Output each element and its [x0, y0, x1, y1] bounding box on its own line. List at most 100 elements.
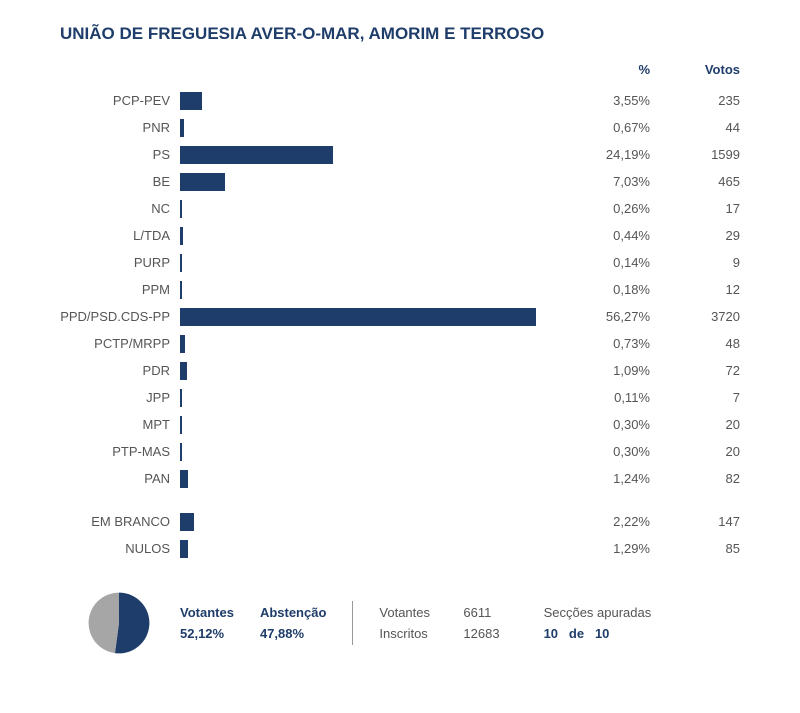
row-pct: 0,73% [560, 336, 650, 351]
table-row: PAN1,24%82 [40, 465, 760, 492]
votantes-pct: 52,12% [180, 626, 234, 641]
row-votes: 7 [650, 390, 740, 405]
sections-group: Secções apuradas 10 de 10 [544, 605, 652, 641]
row-label: PCTP/MRPP [40, 336, 180, 351]
abstencao-group: Abstenção 47,88% [260, 605, 326, 641]
table-row: PS 24,19%1599 [40, 141, 760, 168]
table-row: NC 0,26%17 [40, 195, 760, 222]
table-row: PPD/PSD.CDS-PP56,27%3720 [40, 303, 760, 330]
row-label: PTP-MAS [40, 444, 180, 459]
table-row: PCP-PEV3,55%235 [40, 87, 760, 114]
row-pct: 56,27% [560, 309, 650, 324]
row-votes: 3720 [650, 309, 740, 324]
footer-divider [352, 601, 353, 645]
bar [180, 254, 182, 272]
bar-area [180, 335, 560, 353]
row-label: PCP-PEV [40, 93, 180, 108]
bar-area [180, 146, 560, 164]
row-pct: 0,30% [560, 444, 650, 459]
bar [180, 308, 536, 326]
row-votes: 465 [650, 174, 740, 189]
column-headers: % Votos [40, 62, 760, 77]
bar [180, 335, 185, 353]
row-label: PPM [40, 282, 180, 297]
table-row: JPP0,11%7 [40, 384, 760, 411]
row-pct: 0,14% [560, 255, 650, 270]
abstencao-label: Abstenção [260, 605, 326, 620]
bar [180, 146, 333, 164]
bar-area [180, 254, 560, 272]
row-label: NULOS [40, 541, 180, 556]
row-pct: 3,55% [560, 93, 650, 108]
counts-votantes-label: Votantes [379, 605, 449, 620]
row-label: BE [40, 174, 180, 189]
bar [180, 443, 182, 461]
page-title: UNIÃO DE FREGUESIA AVER-O-MAR, AMORIM E … [60, 24, 760, 44]
bar-area [180, 443, 560, 461]
sections-label: Secções apuradas [544, 605, 652, 620]
sections-sep: de [569, 626, 584, 641]
bar [180, 173, 225, 191]
row-votes: 85 [650, 541, 740, 556]
row-votes: 20 [650, 417, 740, 432]
row-pct: 0,67% [560, 120, 650, 135]
bar [180, 227, 183, 245]
table-row: EM BRANCO 2,22%147 [40, 508, 760, 535]
extra-rows: EM BRANCO 2,22%147 NULOS1,29%85 [40, 508, 760, 562]
row-label: NC [40, 201, 180, 216]
bar [180, 119, 184, 137]
party-rows: PCP-PEV3,55%235PNR0,67%44PS24,19%1599BE7… [40, 87, 760, 492]
pie-slice [89, 593, 119, 654]
row-label: L/TDA [40, 228, 180, 243]
row-votes: 12 [650, 282, 740, 297]
row-label: PURP [40, 255, 180, 270]
bar-area [180, 119, 560, 137]
bar [180, 200, 182, 218]
bar [180, 470, 188, 488]
counts-inscritos-value: 12683 [463, 626, 499, 641]
row-votes: 44 [650, 120, 740, 135]
row-pct: 2,22% [560, 514, 650, 529]
bar [180, 540, 188, 558]
votantes-group: Votantes 52,12% [180, 605, 234, 641]
table-row: L/TDA0,44%29 [40, 222, 760, 249]
bar-area [180, 540, 560, 558]
table-row: PDR1,09%72 [40, 357, 760, 384]
bar [180, 92, 202, 110]
bar-area [180, 227, 560, 245]
bar [180, 389, 182, 407]
row-label: PS [40, 147, 180, 162]
row-label: JPP [40, 390, 180, 405]
row-votes: 9 [650, 255, 740, 270]
votantes-label: Votantes [180, 605, 234, 620]
row-pct: 24,19% [560, 147, 650, 162]
summary-footer: Votantes 52,12% Abstenção 47,88% Votante… [40, 584, 760, 662]
table-row: NULOS1,29%85 [40, 535, 760, 562]
table-row: PURP 0,14%9 [40, 249, 760, 276]
row-label: MPT [40, 417, 180, 432]
row-votes: 147 [650, 514, 740, 529]
row-pct: 0,26% [560, 201, 650, 216]
row-votes: 17 [650, 201, 740, 216]
counts-group: Votantes 6611 Inscritos 12683 [379, 605, 499, 641]
table-row: BE7,03%465 [40, 168, 760, 195]
table-row: PPM0,18%12 [40, 276, 760, 303]
row-votes: 20 [650, 444, 740, 459]
bar-area [180, 389, 560, 407]
counts-inscritos-label: Inscritos [379, 626, 449, 641]
header-pct: % [560, 62, 650, 77]
bar [180, 362, 187, 380]
bar-area [180, 416, 560, 434]
row-votes: 1599 [650, 147, 740, 162]
row-pct: 0,44% [560, 228, 650, 243]
row-votes: 82 [650, 471, 740, 486]
row-pct: 0,30% [560, 417, 650, 432]
bar [180, 281, 182, 299]
bar-area [180, 470, 560, 488]
bar-area [180, 281, 560, 299]
abstencao-pct: 47,88% [260, 626, 326, 641]
row-label: PAN [40, 471, 180, 486]
row-label: EM BRANCO [40, 514, 180, 529]
sections-total: 10 [595, 626, 609, 641]
bar-area [180, 362, 560, 380]
